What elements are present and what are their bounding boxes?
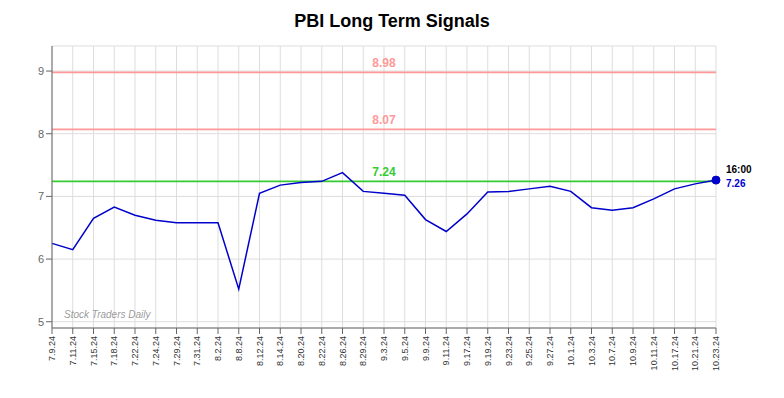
svg-text:8.12.24: 8.12.24 — [255, 336, 265, 366]
svg-text:9: 9 — [38, 65, 44, 77]
svg-text:9.5.24: 9.5.24 — [400, 336, 410, 361]
svg-text:8.22.24: 8.22.24 — [317, 336, 327, 366]
svg-text:10.21.24: 10.21.24 — [690, 336, 700, 371]
svg-text:7.15.24: 7.15.24 — [89, 336, 99, 366]
svg-text:10.11.24: 10.11.24 — [649, 336, 659, 370]
svg-text:9.19.24: 9.19.24 — [483, 336, 493, 366]
svg-text:8.07: 8.07 — [372, 113, 396, 127]
svg-text:7.18.24: 7.18.24 — [109, 336, 119, 366]
svg-text:7.29.24: 7.29.24 — [172, 336, 182, 366]
svg-text:10.17.24: 10.17.24 — [670, 336, 680, 371]
svg-text:10.7.24: 10.7.24 — [607, 336, 617, 366]
svg-text:8.29.24: 8.29.24 — [358, 336, 368, 366]
html-text:PBI Long Term Signals: PBI Long Term Signals — [294, 11, 490, 31]
svg-text:9.17.24: 9.17.24 — [462, 336, 472, 366]
svg-text:9.11.24: 9.11.24 — [441, 336, 451, 365]
svg-text:10.9.24: 10.9.24 — [628, 336, 638, 366]
svg-text:9.9.24: 9.9.24 — [421, 336, 431, 361]
svg-text:8.2.24: 8.2.24 — [213, 336, 223, 361]
svg-text:10.1.24: 10.1.24 — [566, 336, 576, 366]
svg-text:10.3.24: 10.3.24 — [587, 336, 597, 366]
svg-text:7: 7 — [38, 190, 44, 202]
svg-text:8.26.24: 8.26.24 — [338, 336, 348, 366]
svg-text:Stock Traders Daily: Stock Traders Daily — [64, 309, 152, 320]
svg-text:7.9.24: 7.9.24 — [47, 336, 57, 361]
svg-text:10.23.24: 10.23.24 — [711, 336, 721, 371]
svg-text:7.31.24: 7.31.24 — [192, 336, 202, 366]
svg-text:9.23.24: 9.23.24 — [504, 336, 514, 366]
svg-text:8: 8 — [38, 128, 44, 140]
svg-text:8.8.24: 8.8.24 — [234, 336, 244, 361]
svg-text:16:00: 16:00 — [726, 164, 752, 175]
svg-text:5: 5 — [38, 316, 44, 328]
svg-text:9.3.24: 9.3.24 — [379, 336, 389, 361]
svg-text:7.11.24: 7.11.24 — [68, 336, 78, 365]
svg-text:9.27.24: 9.27.24 — [545, 336, 555, 366]
svg-text:7.24.24: 7.24.24 — [151, 336, 161, 366]
svg-text:8.14.24: 8.14.24 — [275, 336, 285, 366]
svg-text:8.98: 8.98 — [372, 56, 396, 70]
svg-text:6: 6 — [38, 253, 44, 265]
svg-text:7.24: 7.24 — [372, 165, 396, 179]
svg-text:9.25.24: 9.25.24 — [524, 336, 534, 366]
svg-text:7.22.24: 7.22.24 — [130, 336, 140, 366]
svg-text:8.20.24: 8.20.24 — [296, 336, 306, 366]
svg-text:7.26: 7.26 — [726, 178, 746, 189]
